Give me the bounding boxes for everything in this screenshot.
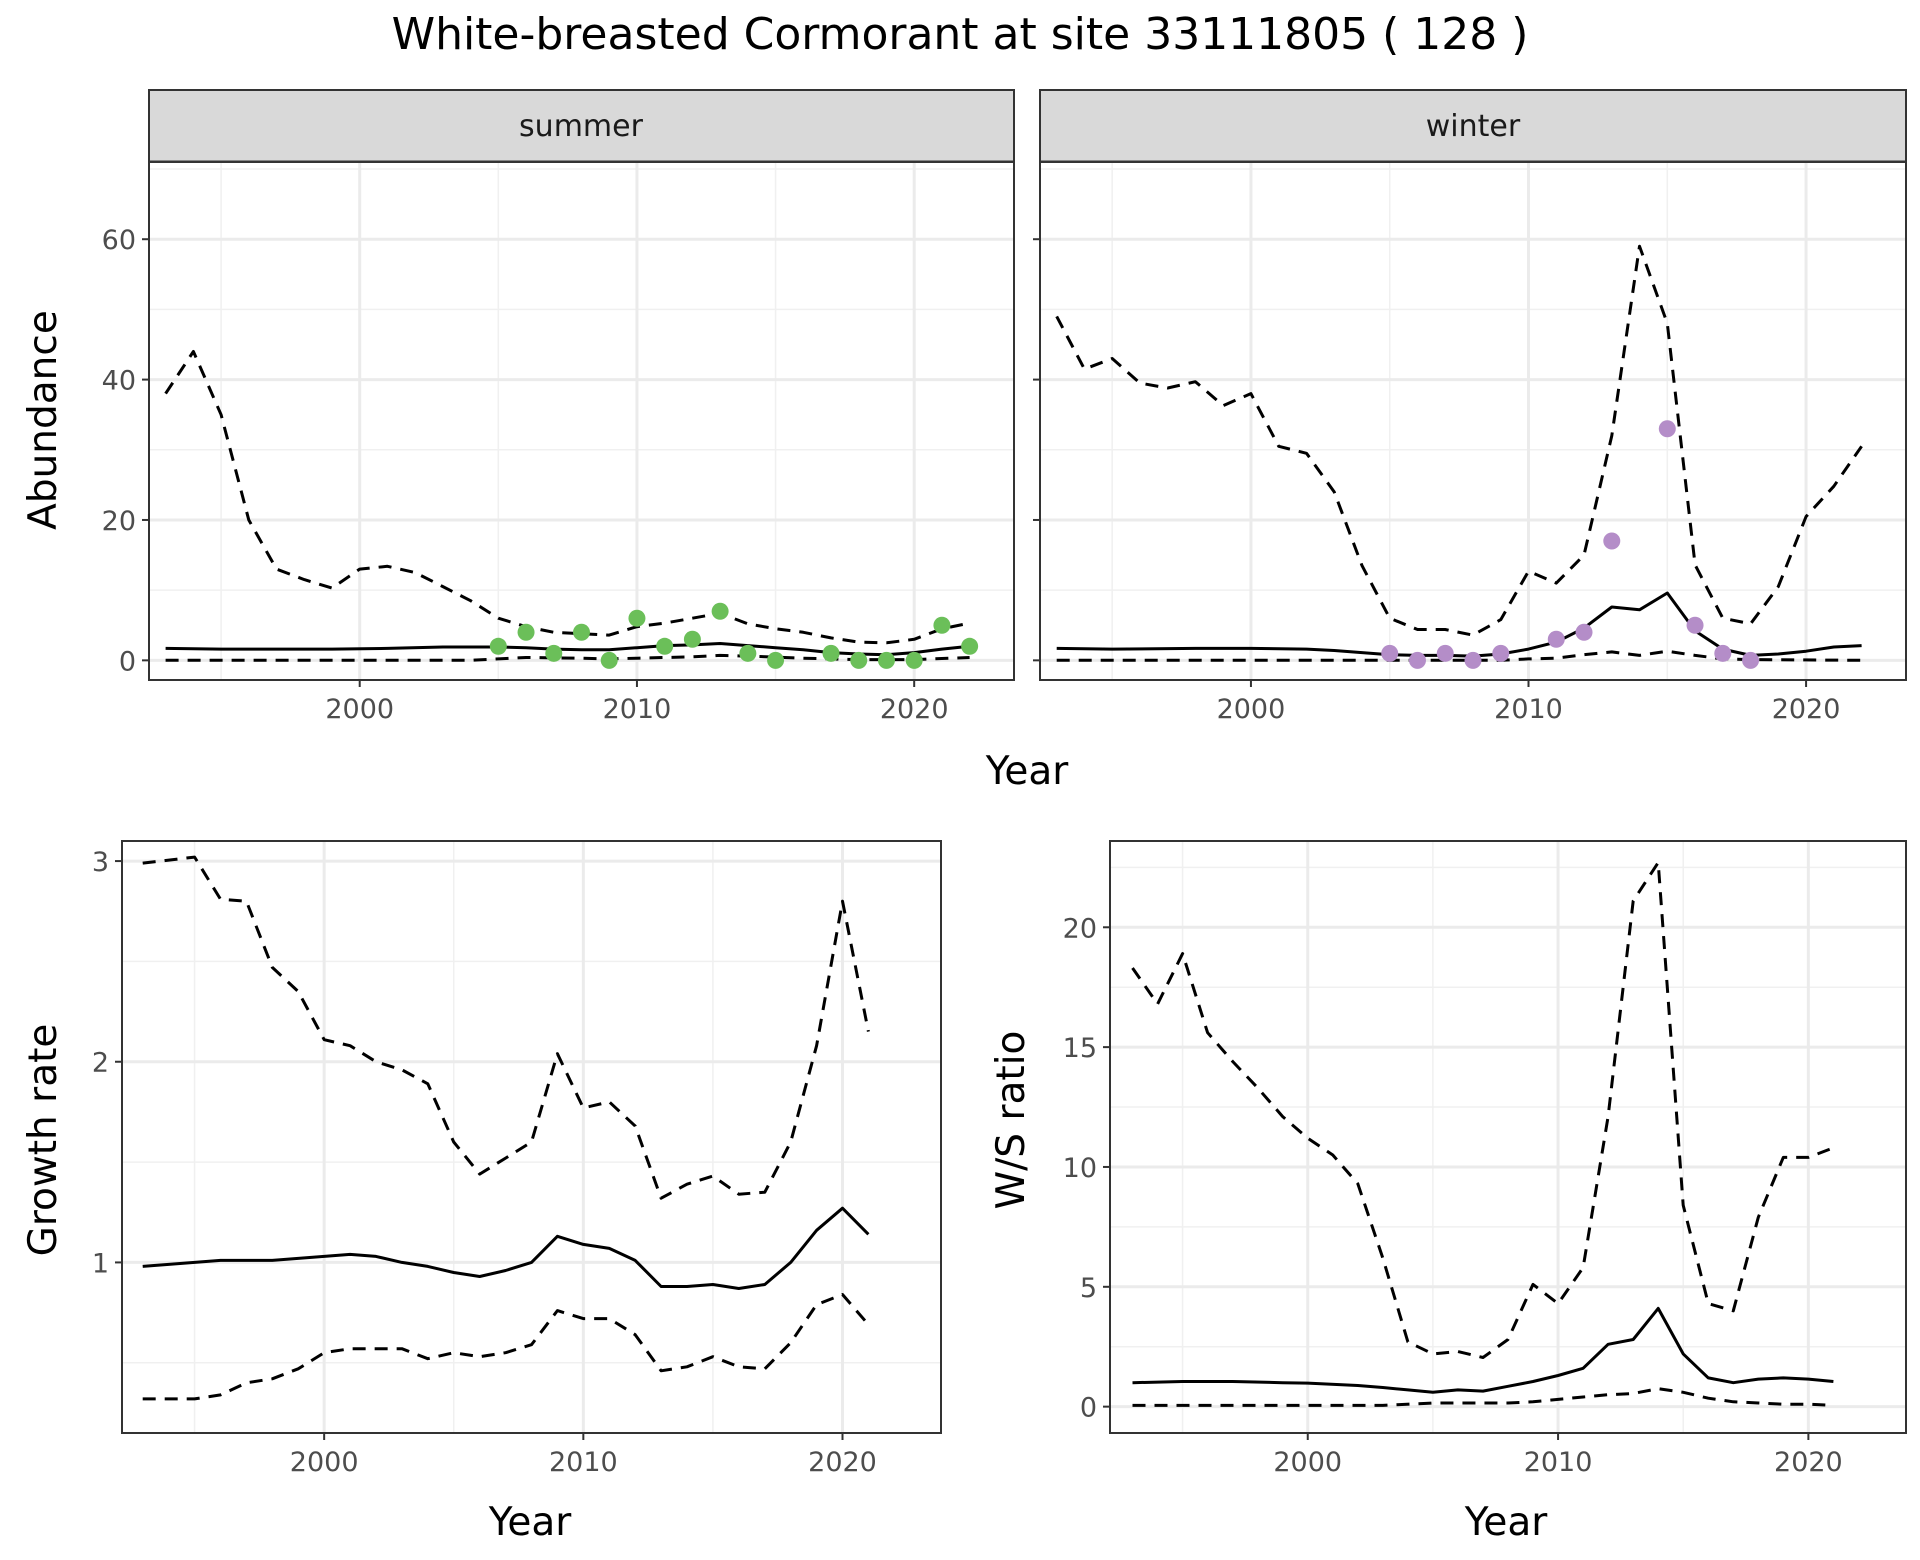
panel-winter: 2000 2010 2020 — [1033, 161, 1907, 725]
summer-count-point — [628, 609, 646, 627]
winter-count-point — [1547, 630, 1565, 648]
summer-x-tick-label: 2020 — [880, 694, 949, 725]
panel-summer: 2000 2010 2020 0 20 40 60 — [102, 161, 1015, 725]
growth-x-tick-label: 2000 — [290, 1447, 359, 1478]
winter-count-point — [1742, 651, 1760, 669]
winter-upper-line — [1055, 244, 1863, 637]
summer-count-point — [600, 651, 618, 669]
summer-count-point — [489, 637, 507, 655]
summer-count-point — [711, 602, 729, 620]
summer-y-tick-label: 20 — [102, 506, 136, 537]
summer-count-point — [877, 651, 895, 669]
summer-panel-border — [148, 161, 1015, 681]
summer-upper-line — [164, 350, 970, 645]
winter-count-point — [1603, 532, 1621, 550]
abundance-x-axis-title: Year — [985, 749, 1070, 794]
winter-x-tick-label: 2000 — [1217, 694, 1286, 725]
ratio-x-tick-label: 2010 — [1524, 1447, 1593, 1478]
summer-lower-line — [165, 653, 970, 662]
ratio-x-tick-label: 2020 — [1774, 1447, 1843, 1478]
facet-strips: summer winter — [148, 89, 1907, 164]
winter-count-point — [1381, 644, 1399, 662]
ratio-mean-line — [1132, 1306, 1834, 1394]
ratio-y-tick-label: 10 — [1063, 1153, 1097, 1184]
ratio-x-axis-title: Year — [1464, 1500, 1549, 1545]
summer-count-point — [822, 644, 840, 662]
growth-y-tick-label: 3 — [92, 847, 109, 878]
winter-count-point — [1408, 651, 1426, 669]
growth-x-axis-title: Year — [488, 1500, 573, 1545]
growth-y-axis-title: Growth rate — [21, 1024, 66, 1257]
winter-count-point — [1658, 420, 1676, 438]
ratio-y-axis-title: W/S ratio — [989, 1031, 1034, 1210]
winter-count-point — [1492, 644, 1510, 662]
panel-growth-rate: 2000 2010 2020 1 2 3 — [92, 840, 942, 1478]
winter-count-point — [1714, 644, 1732, 662]
winter-count-point — [1464, 651, 1482, 669]
ratio-y-tick-label: 5 — [1080, 1273, 1097, 1304]
growth-y-tick-label: 2 — [92, 1048, 109, 1079]
panel-ws-ratio: 2000 2010 2020 0 5 10 15 20 — [1063, 840, 1907, 1478]
summer-count-point — [767, 651, 785, 669]
growth-x-tick-label: 2010 — [549, 1447, 618, 1478]
summer-count-point — [905, 651, 923, 669]
ratio-y-tick-label: 15 — [1063, 1033, 1097, 1064]
ratio-panel-border — [1109, 840, 1907, 1434]
summer-count-point — [656, 637, 674, 655]
summer-count-point — [850, 651, 868, 669]
summer-y-tick-label: 0 — [119, 646, 136, 677]
summer-count-point — [573, 623, 590, 641]
ratio-y-tick-label: 0 — [1080, 1393, 1097, 1424]
ratio-x-tick-label: 2000 — [1273, 1447, 1342, 1478]
strip-winter-label: winter — [1426, 109, 1521, 144]
growth-upper-line — [142, 855, 870, 1200]
summer-count-point — [933, 616, 951, 634]
strip-summer-bg — [148, 89, 1015, 163]
summer-count-point — [961, 637, 979, 655]
winter-count-point — [1436, 644, 1454, 662]
ratio-upper-line — [1131, 861, 1834, 1359]
summer-count-point — [517, 623, 535, 641]
summer-count-point — [739, 644, 757, 662]
growth-mean-line — [142, 1206, 870, 1290]
strip-winter-bg — [1039, 89, 1907, 163]
growth-x-tick-label: 2020 — [808, 1447, 877, 1478]
summer-x-tick-label: 2000 — [325, 694, 394, 725]
summer-x-tick-label: 2010 — [603, 694, 672, 725]
winter-count-point — [1686, 616, 1704, 634]
abundance-y-axis-title: Abundance — [21, 310, 66, 530]
summer-count-point — [545, 644, 563, 662]
chart-title: White-breasted Cormorant at site 3311180… — [392, 9, 1529, 60]
winter-count-point — [1575, 623, 1593, 641]
ratio-plot-background — [1110, 841, 1906, 1433]
winter-panel-border — [1039, 161, 1907, 681]
growth-lower-line — [142, 1293, 870, 1401]
winter-x-tick-label: 2010 — [1494, 694, 1563, 725]
winter-x-tick-label: 2020 — [1772, 694, 1841, 725]
summer-count-point — [683, 630, 701, 648]
growth-y-tick-label: 1 — [92, 1248, 109, 1279]
growth-panel-border — [121, 840, 942, 1434]
summer-y-tick-label: 40 — [102, 366, 136, 397]
winter-plot-background — [1040, 162, 1906, 680]
ratio-y-tick-label: 20 — [1063, 913, 1097, 944]
summer-plot-background — [149, 162, 1014, 680]
summer-y-tick-label: 60 — [102, 225, 136, 256]
strip-summer-label: summer — [519, 109, 644, 144]
